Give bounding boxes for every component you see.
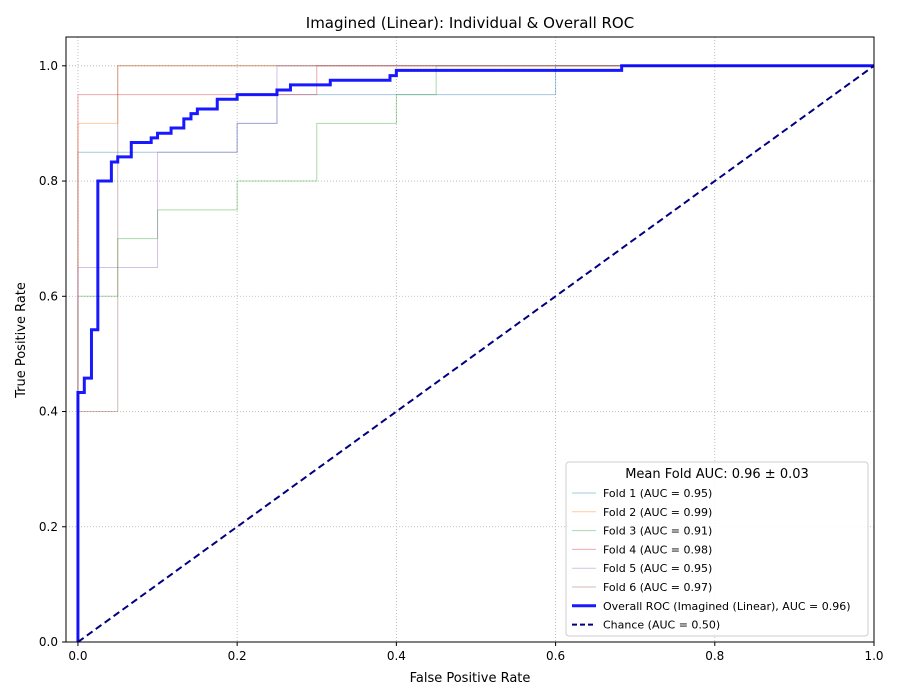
x-tick-label: 1.0 xyxy=(864,649,883,663)
legend-box xyxy=(565,461,869,637)
legend-label-1: Fold 1 (AUC = 0.95) xyxy=(603,487,712,500)
y-tick-label: 0.8 xyxy=(39,174,58,188)
legend-label-8: Chance (AUC = 0.50) xyxy=(603,619,720,632)
y-tick-label: 0.2 xyxy=(39,520,58,534)
x-tick-label: 0.0 xyxy=(68,649,87,663)
roc-curve-8 xyxy=(77,64,875,643)
x-axis-ticks: 0.0 0.2 0.4 0.6 0.8 1.0 xyxy=(68,642,884,663)
plot-frame xyxy=(65,36,875,643)
roc-curve-1 xyxy=(77,65,874,642)
y-axis-ticks: 0.0 0.2 0.4 0.6 0.8 1.0 xyxy=(39,59,66,649)
x-axis-label: False Positive Rate xyxy=(410,671,531,686)
x-tick-label: 0.6 xyxy=(546,649,565,663)
legend-label-3: Fold 3 (AUC = 0.91) xyxy=(603,525,712,538)
y-tick-label: 0.0 xyxy=(39,635,58,649)
legend-label-4: Fold 4 (AUC = 0.98) xyxy=(603,543,712,556)
roc-curves xyxy=(76,64,875,643)
legend: Mean Fold AUC: 0.96 ± 0.03 Fold 1 (AUC =… xyxy=(565,461,869,637)
y-tick-label: 0.6 xyxy=(39,289,58,303)
legend-entries: Fold 1 (AUC = 0.95) Fold 2 (AUC = 0.99) Fo… xyxy=(572,487,851,632)
legend-label-6: Fold 6 (AUC = 0.97) xyxy=(603,581,712,594)
x-tick-label: 0.4 xyxy=(387,649,406,663)
legend-title: Mean Fold AUC: 0.96 ± 0.03 xyxy=(625,467,809,482)
roc-curve-4 xyxy=(77,65,874,642)
roc-curve-7 xyxy=(76,64,874,642)
roc-curve-5 xyxy=(77,65,874,642)
y-axis-label: True Positive Rate xyxy=(14,282,29,399)
chart-title: Imagined (Linear): Individual & Overall … xyxy=(306,14,634,32)
x-tick-label: 0.2 xyxy=(228,649,247,663)
x-tick-label: 0.8 xyxy=(705,649,724,663)
y-tick-label: 0.4 xyxy=(39,405,58,419)
legend-label-7: Overall ROC (Imagined (Linear), AUC = 0.… xyxy=(603,600,851,613)
y-tick-label: 1.0 xyxy=(39,59,58,73)
legend-label-2: Fold 2 (AUC = 0.99) xyxy=(603,506,712,519)
legend-label-5: Fold 5 (AUC = 0.95) xyxy=(603,562,712,575)
roc-curve-2 xyxy=(77,65,874,642)
roc-curve-3 xyxy=(77,65,874,642)
